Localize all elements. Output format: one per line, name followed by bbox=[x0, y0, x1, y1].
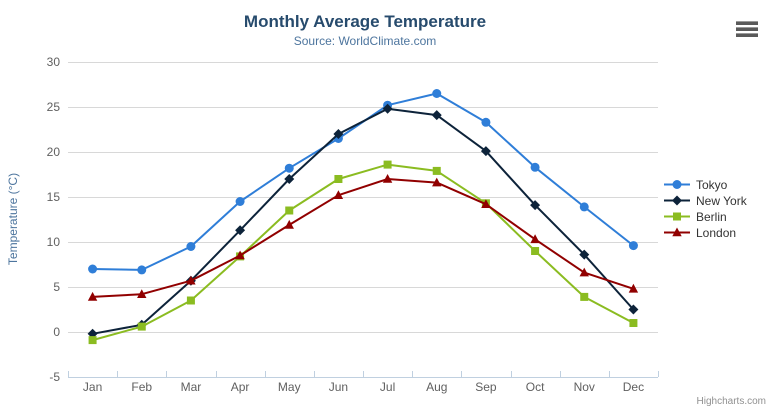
legend-symbol-london bbox=[672, 227, 682, 237]
legend-marker-berlin bbox=[664, 212, 690, 221]
legend-marker-new-york bbox=[664, 195, 690, 206]
series-tokyo bbox=[88, 89, 638, 275]
point-tokyo-dec[interactable] bbox=[628, 241, 638, 251]
point-berlin-nov[interactable] bbox=[580, 292, 589, 301]
chart-title: Monthly Average Temperature bbox=[243, 12, 487, 31]
point-london-aug[interactable] bbox=[432, 177, 442, 187]
x-axis-label: Nov bbox=[574, 380, 595, 394]
legend-label: London bbox=[696, 225, 737, 240]
credits-link[interactable]: Highcharts.com bbox=[696, 396, 766, 407]
point-london-mar[interactable] bbox=[186, 275, 196, 285]
point-berlin-dec[interactable] bbox=[629, 319, 638, 327]
point-new-york-nov[interactable] bbox=[579, 249, 590, 260]
point-london-feb[interactable] bbox=[137, 289, 147, 298]
y-axis-label: 10 bbox=[47, 235, 61, 249]
x-axis-label: May bbox=[278, 380, 301, 394]
point-new-york-apr[interactable] bbox=[235, 225, 246, 236]
legend-marker-london bbox=[664, 227, 690, 237]
point-tokyo-oct[interactable] bbox=[530, 162, 540, 172]
x-axis-label: Jan bbox=[83, 380, 102, 394]
hamburger-bar bbox=[736, 33, 758, 37]
x-axis-label: Jul bbox=[380, 380, 395, 394]
legend-symbol-tokyo bbox=[672, 180, 682, 189]
point-london-jun[interactable] bbox=[333, 190, 344, 199]
point-london-jul[interactable] bbox=[382, 174, 393, 183]
point-london-may[interactable] bbox=[284, 219, 294, 229]
export-menu-button[interactable] bbox=[736, 21, 760, 39]
point-berlin-may[interactable] bbox=[285, 206, 294, 215]
point-tokyo-sep[interactable] bbox=[481, 117, 491, 127]
point-new-york-jun[interactable] bbox=[333, 129, 344, 139]
point-tokyo-aug[interactable] bbox=[432, 89, 442, 98]
y-axis-label: 30 bbox=[47, 55, 61, 69]
point-london-nov[interactable] bbox=[579, 267, 589, 277]
point-berlin-jul[interactable] bbox=[383, 160, 392, 169]
legend-label: Tokyo bbox=[696, 177, 728, 192]
y-axis-title: Temperature (°C) bbox=[6, 172, 20, 266]
legend-item-london[interactable]: London bbox=[663, 225, 747, 240]
point-berlin-aug[interactable] bbox=[432, 166, 441, 175]
legend-symbol-berlin bbox=[673, 212, 681, 221]
point-tokyo-jan[interactable] bbox=[88, 264, 98, 274]
y-axis-label: 20 bbox=[47, 145, 61, 159]
point-new-york-oct[interactable] bbox=[530, 200, 541, 211]
hamburger-bar bbox=[736, 27, 758, 31]
x-axis-label: Jun bbox=[329, 380, 348, 394]
legend: Tokyo New York Berlin London bbox=[663, 177, 747, 240]
y-axis-label: 25 bbox=[47, 100, 61, 114]
series-new-york bbox=[87, 103, 639, 339]
y-axis-label: 0 bbox=[53, 325, 60, 339]
point-tokyo-feb[interactable] bbox=[137, 265, 147, 275]
point-berlin-jun[interactable] bbox=[334, 175, 343, 183]
x-axis-label: Dec bbox=[623, 380, 644, 394]
point-new-york-sep[interactable] bbox=[480, 146, 491, 157]
hamburger-icon bbox=[736, 21, 760, 37]
point-london-apr[interactable] bbox=[235, 250, 245, 260]
legend-label: New York bbox=[696, 193, 747, 208]
point-tokyo-apr[interactable] bbox=[235, 197, 245, 206]
series-line-berlin[interactable] bbox=[91, 163, 635, 342]
point-new-york-jul[interactable] bbox=[382, 103, 393, 114]
x-axis-label: Apr bbox=[231, 380, 250, 394]
point-tokyo-nov[interactable] bbox=[579, 202, 589, 212]
point-london-dec[interactable] bbox=[628, 283, 639, 293]
legend-symbol-new-york bbox=[672, 195, 682, 206]
series-line-london[interactable] bbox=[91, 178, 635, 298]
point-berlin-mar[interactable] bbox=[186, 296, 195, 305]
point-tokyo-may[interactable] bbox=[284, 163, 294, 173]
x-axis-label: Oct bbox=[526, 380, 545, 394]
y-axis-label: -5 bbox=[49, 370, 60, 384]
legend-item-new-york[interactable]: New York bbox=[663, 193, 747, 208]
x-axis-label: Mar bbox=[181, 380, 202, 394]
point-london-jan[interactable] bbox=[87, 291, 98, 301]
point-new-york-aug[interactable] bbox=[431, 110, 442, 121]
legend-item-tokyo[interactable]: Tokyo bbox=[663, 177, 747, 192]
point-tokyo-mar[interactable] bbox=[186, 242, 196, 251]
x-axis-label: Sep bbox=[475, 380, 497, 394]
legend-item-berlin[interactable]: Berlin bbox=[663, 209, 747, 224]
y-axis-label: 15 bbox=[47, 190, 61, 204]
series-line-new-york[interactable] bbox=[91, 107, 635, 335]
x-axis-label: Feb bbox=[131, 380, 152, 394]
point-new-york-dec[interactable] bbox=[628, 304, 639, 315]
legend-marker-tokyo bbox=[664, 180, 690, 189]
y-axis-label: 5 bbox=[53, 280, 60, 294]
series-london bbox=[87, 174, 639, 301]
chart-subtitle: Source: WorldClimate.com bbox=[293, 34, 437, 48]
point-berlin-jan[interactable] bbox=[88, 336, 97, 345]
point-london-oct[interactable] bbox=[530, 234, 540, 244]
hamburger-bar bbox=[736, 21, 758, 25]
legend-label: Berlin bbox=[696, 209, 727, 224]
point-london-sep[interactable] bbox=[481, 199, 491, 208]
point-new-york-may[interactable] bbox=[284, 174, 295, 184]
point-berlin-feb[interactable] bbox=[137, 322, 146, 331]
series-line-tokyo[interactable] bbox=[91, 92, 635, 271]
point-berlin-oct[interactable] bbox=[531, 247, 540, 255]
x-axis-label: Aug bbox=[426, 380, 447, 394]
